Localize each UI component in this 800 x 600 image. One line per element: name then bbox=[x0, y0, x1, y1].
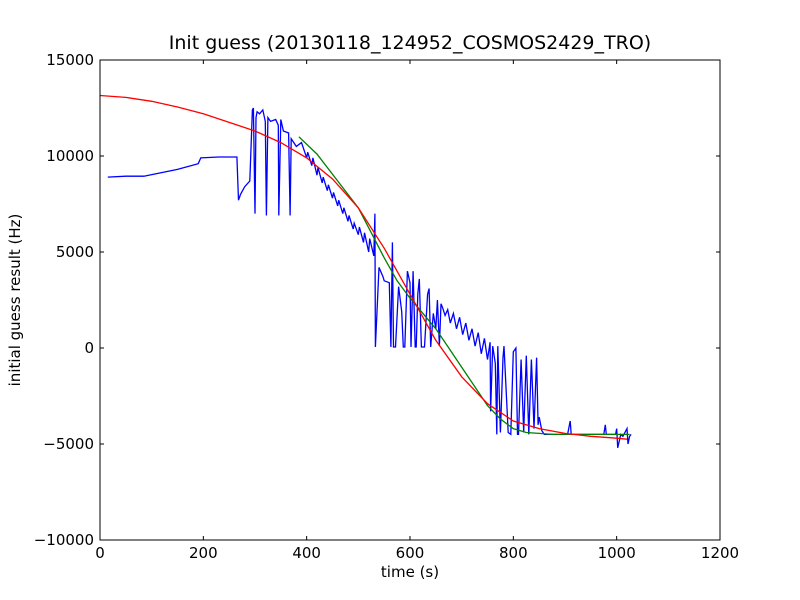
x-tick-label: 800 bbox=[499, 544, 528, 562]
y-axis-label: initial guess result (Hz) bbox=[6, 214, 24, 387]
axis-ticks: 0 200 400 600 800 1000 1200 −10000 −5000 0 5000 100… bbox=[34, 51, 739, 562]
y-tick-label: −10000 bbox=[34, 531, 94, 549]
x-tick-label: 1000 bbox=[598, 544, 636, 562]
x-axis-label: time (s) bbox=[381, 563, 439, 581]
x-tick-label: 1200 bbox=[701, 544, 739, 562]
x-tick-label: 0 bbox=[95, 544, 105, 562]
series-line-2 bbox=[99, 94, 628, 440]
plot-frame bbox=[99, 59, 721, 541]
x-tick-label: 400 bbox=[292, 544, 321, 562]
x-tick-label: 200 bbox=[189, 544, 218, 562]
series-line-0 bbox=[107, 107, 632, 448]
y-tick-label: 5000 bbox=[56, 243, 94, 261]
y-tick-label: 0 bbox=[84, 339, 94, 357]
plot-lines bbox=[99, 94, 632, 448]
chart-title: Init guess (20130118_124952_COSMOS2429_T… bbox=[169, 32, 651, 54]
y-tick-label: 10000 bbox=[46, 147, 94, 165]
y-tick-label: −5000 bbox=[43, 435, 94, 453]
y-tick-label: 15000 bbox=[46, 51, 94, 69]
x-tick-label: 600 bbox=[396, 544, 425, 562]
